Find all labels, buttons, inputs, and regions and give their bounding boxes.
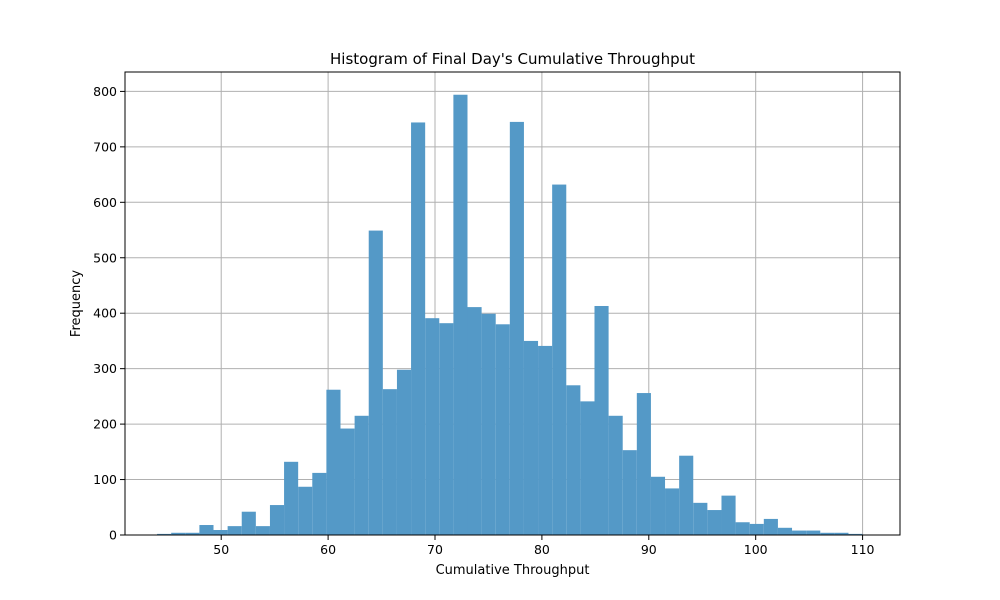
- y-tick-label: 400: [93, 306, 117, 321]
- histogram-bar: [552, 184, 567, 535]
- histogram-bar: [622, 450, 637, 535]
- histogram-bar: [298, 486, 313, 535]
- y-tick-label: 0: [109, 528, 117, 543]
- histogram-bar: [495, 324, 510, 535]
- histogram-bar: [523, 340, 539, 535]
- histogram-bar: [171, 532, 186, 535]
- histogram-bar: [848, 533, 863, 535]
- x-tick-label: 80: [534, 542, 550, 557]
- histogram-bar: [213, 530, 228, 535]
- x-tick-label: 100: [744, 542, 768, 557]
- x-tick-label: 90: [641, 542, 657, 557]
- x-axis-label: Cumulative Throughput: [436, 563, 590, 578]
- histogram-bar: [354, 415, 369, 535]
- histogram-bar: [735, 522, 750, 535]
- histogram-bar: [481, 313, 496, 535]
- y-axis-ticks: 0 100 200 300 400 500 600 700 800: [93, 84, 125, 543]
- histogram-bars: [157, 94, 863, 536]
- histogram-bar: [509, 121, 524, 536]
- histogram-bar: [340, 428, 355, 535]
- histogram-bar: [636, 393, 651, 535]
- histogram-bar: [185, 532, 200, 535]
- histogram-bar: [199, 525, 214, 535]
- histogram-bar: [425, 318, 440, 535]
- histogram-bar: [679, 455, 694, 535]
- histogram-bar: [227, 526, 242, 535]
- histogram-bar: [594, 305, 609, 535]
- histogram-bar: [467, 307, 482, 535]
- histogram-bar: [608, 415, 623, 535]
- histogram-bar: [792, 530, 807, 535]
- histogram-bar: [749, 523, 764, 535]
- histogram-bar: [255, 526, 270, 535]
- histogram-bar: [650, 476, 666, 535]
- histogram-bar: [284, 461, 299, 535]
- histogram-bar: [453, 94, 468, 535]
- y-tick-label: 800: [93, 84, 117, 99]
- histogram-bar: [396, 369, 412, 535]
- histogram-bar: [326, 389, 341, 535]
- histogram-bar: [538, 345, 553, 535]
- histogram-bar: [580, 401, 595, 535]
- histogram-bar: [269, 505, 285, 535]
- histogram-bar: [721, 495, 736, 535]
- histogram-bar: [777, 527, 793, 535]
- histogram-bar: [707, 510, 722, 535]
- histogram-bar: [157, 533, 172, 535]
- histogram-bar: [820, 532, 835, 535]
- histogram-bar: [693, 502, 708, 535]
- histogram-bar: [763, 518, 778, 535]
- histogram-bar: [665, 488, 680, 535]
- x-tick-label: 60: [320, 542, 336, 557]
- y-tick-label: 600: [93, 195, 117, 210]
- histogram-bar: [411, 122, 426, 535]
- y-tick-label: 700: [93, 139, 117, 154]
- x-tick-label: 110: [851, 542, 875, 557]
- y-tick-label: 300: [93, 361, 117, 376]
- y-axis-label: Frequency: [69, 270, 84, 337]
- histogram-bar: [241, 511, 256, 535]
- y-tick-label: 500: [93, 250, 117, 265]
- histogram-bar: [382, 389, 397, 535]
- y-tick-label: 200: [93, 417, 117, 432]
- histogram-bar: [368, 230, 383, 536]
- x-tick-label: 70: [427, 542, 443, 557]
- histogram-bar: [566, 385, 581, 535]
- chart-title: Histogram of Final Day's Cumulative Thro…: [330, 50, 695, 68]
- histogram-bar: [834, 532, 849, 535]
- histogram-bar: [806, 530, 821, 535]
- histogram-bar: [439, 323, 454, 535]
- x-tick-label: 50: [213, 542, 229, 557]
- y-tick-label: 100: [93, 472, 117, 487]
- x-axis-ticks: 50 60 70 80 90 100 110: [213, 535, 875, 557]
- plot-frame: [124, 71, 901, 536]
- histogram-bar: [312, 472, 327, 535]
